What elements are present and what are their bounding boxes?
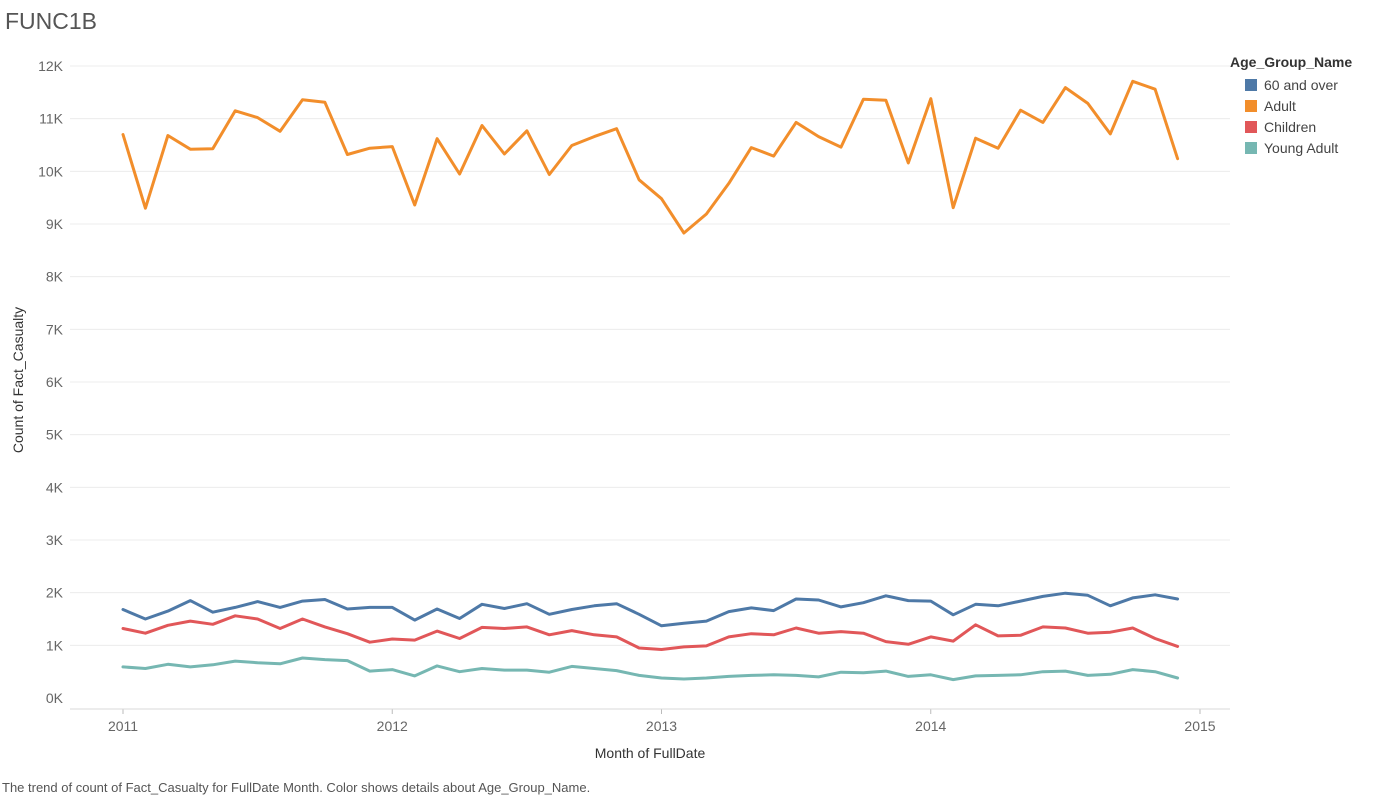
- y-tick-label: 5K: [46, 427, 64, 443]
- legend-label: Adult: [1264, 97, 1296, 114]
- chart-title: FUNC1B: [5, 8, 98, 34]
- series-line-children: [121, 614, 1180, 651]
- legend-item-young-adult[interactable]: Young Adult: [1230, 137, 1352, 158]
- legend-swatch: [1245, 120, 1257, 133]
- y-tick-label: 0K: [46, 690, 64, 706]
- series-lines: [121, 79, 1180, 682]
- x-axis-label: Month of FullDate: [595, 745, 706, 761]
- x-axis-ticks: 2011 2012 2013 2014 2015: [108, 709, 1216, 734]
- legend-items: 60 and over Adult Children Young Adult: [1230, 74, 1352, 158]
- x-tick-label: 2014: [915, 718, 946, 734]
- x-tick-label: 2011: [108, 718, 138, 734]
- legend-label: Children: [1264, 118, 1317, 135]
- series-line-60-and-over: [121, 591, 1180, 628]
- chart-caption: The trend of count of Fact_Casualty for …: [2, 780, 591, 795]
- legend-title: Age_Group_Name: [1230, 54, 1353, 70]
- legend-label: 60 and over: [1264, 76, 1338, 93]
- legend-item-adult[interactable]: Adult: [1230, 95, 1352, 116]
- y-tick-label: 6K: [46, 374, 64, 390]
- y-tick-label: 4K: [46, 479, 64, 495]
- gridlines: [70, 65, 1230, 646]
- y-tick-label: 9K: [46, 216, 64, 232]
- y-tick-label: 11K: [39, 111, 64, 127]
- x-tick-label: 2015: [1184, 718, 1215, 734]
- legend-swatch: [1245, 99, 1257, 112]
- y-tick-label: 7K: [46, 321, 64, 337]
- y-tick-label: 2K: [46, 585, 64, 601]
- y-tick-label: 10K: [38, 163, 64, 179]
- y-axis-label: Count of Fact_Casualty: [10, 307, 26, 453]
- y-tick-label: 8K: [46, 269, 64, 285]
- y-tick-label: 1K: [46, 637, 64, 653]
- x-tick-label: 2013: [646, 718, 677, 734]
- x-tick-label: 2012: [377, 718, 408, 734]
- y-tick-label: 3K: [46, 532, 64, 548]
- legend-item-60-and-over[interactable]: 60 and over: [1230, 74, 1352, 95]
- y-axis-ticks: 0K 1K 2K 3K 4K 5K 6K 7K 8K 9K 10K 11K 12K: [38, 58, 64, 706]
- legend-item-children[interactable]: Children: [1230, 116, 1352, 137]
- legend: Age_Group_Name 60 and over Adult Children Y…: [1230, 54, 1352, 158]
- legend-label: Young Adult: [1264, 139, 1339, 156]
- series-line-adult: [121, 79, 1180, 235]
- legend-swatch: [1245, 78, 1257, 91]
- series-line-young-adult: [121, 656, 1180, 682]
- legend-swatch: [1245, 141, 1257, 154]
- y-tick-label: 12K: [38, 58, 64, 74]
